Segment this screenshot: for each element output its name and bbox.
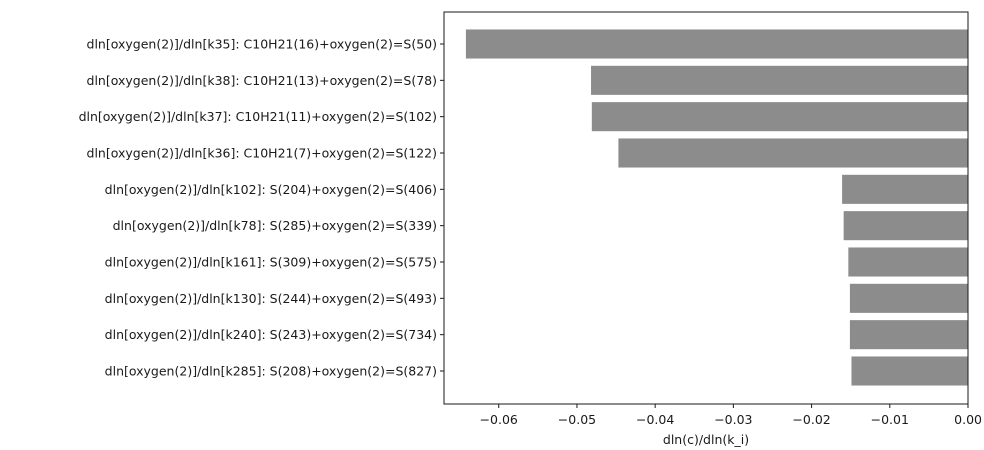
bar: [591, 65, 968, 95]
bar: [848, 247, 968, 277]
x-tick-label: −0.03: [714, 412, 752, 427]
category-labels: dln[oxygen(2)]/dln[k35]: C10H21(16)+oxyg…: [79, 37, 444, 379]
bars-layer: [465, 29, 968, 386]
category-label: dln[oxygen(2)]/dln[k37]: C10H21(11)+oxyg…: [79, 109, 437, 124]
bar: [849, 283, 968, 313]
category-label: dln[oxygen(2)]/dln[k130]: S(244)+oxygen(…: [105, 291, 437, 306]
x-tick-label: −0.01: [871, 412, 909, 427]
bar: [618, 138, 968, 168]
x-tick-label: −0.06: [480, 412, 518, 427]
x-tick-label: −0.02: [792, 412, 830, 427]
x-tick-label: −0.05: [558, 412, 596, 427]
bar: [851, 356, 968, 386]
category-label: dln[oxygen(2)]/dln[k38]: C10H21(13)+oxyg…: [87, 73, 437, 88]
bar: [842, 174, 968, 204]
plot-frame: [443, 11, 969, 405]
x-tick-label: −0.04: [636, 412, 674, 427]
category-label: dln[oxygen(2)]/dln[k102]: S(204)+oxygen(…: [105, 182, 437, 197]
category-label: dln[oxygen(2)]/dln[k285]: S(208)+oxygen(…: [105, 364, 437, 379]
category-label: dln[oxygen(2)]/dln[k161]: S(309)+oxygen(…: [105, 255, 437, 270]
bar: [465, 29, 968, 59]
x-tick-label: 0.00: [954, 412, 982, 427]
category-label: dln[oxygen(2)]/dln[k35]: C10H21(16)+oxyg…: [87, 37, 437, 52]
category-label: dln[oxygen(2)]/dln[k240]: S(243)+oxygen(…: [105, 327, 437, 342]
bar: [591, 102, 968, 132]
bar: [843, 211, 968, 241]
x-axis-ticks: −0.06 −0.05 −0.04 −0.03 −0.02 −0.01 0.00: [480, 404, 982, 427]
category-label: dln[oxygen(2)]/dln[k36]: C10H21(7)+oxyge…: [87, 146, 437, 161]
bar: [849, 320, 968, 350]
x-axis-title: dln(c)/dln(k_i): [663, 432, 749, 447]
category-label: dln[oxygen(2)]/dln[k78]: S(285)+oxygen(2…: [113, 218, 437, 233]
